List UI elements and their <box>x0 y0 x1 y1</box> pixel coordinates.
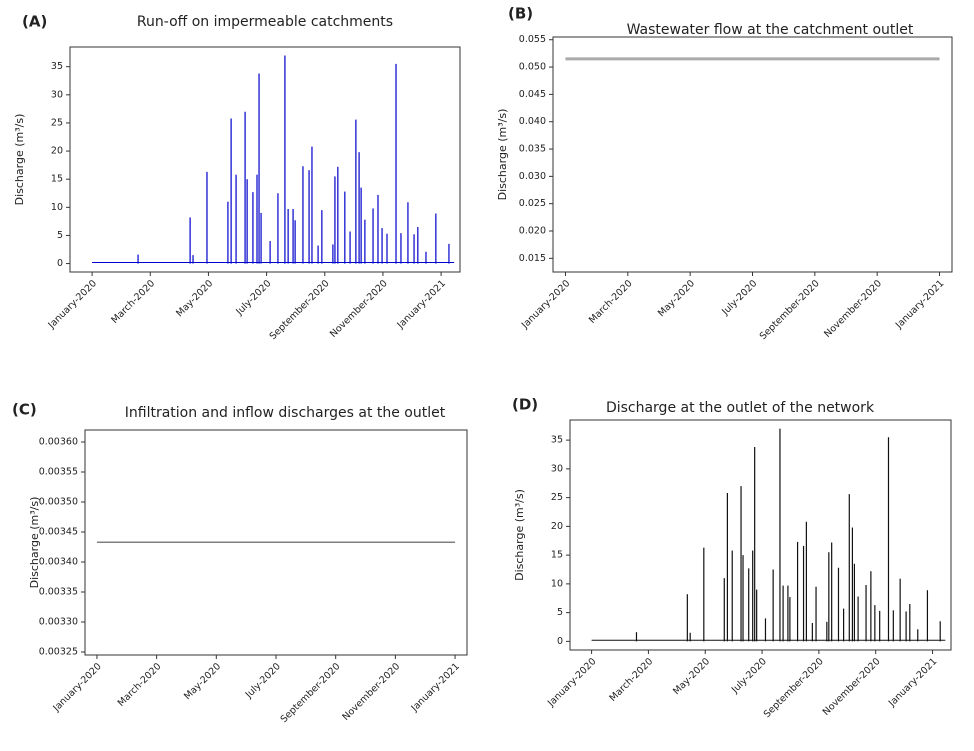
y-tick-label: 0.050 <box>519 62 546 73</box>
x-tick-label: January-2020 <box>46 278 99 331</box>
y-tick-label: 15 <box>51 174 63 185</box>
x-tick-label: May-2020 <box>182 661 223 702</box>
x-tick-label: September-2020 <box>279 661 343 725</box>
y-tick-label: 20 <box>51 146 63 157</box>
panel-label: (D) <box>512 396 538 414</box>
y-tick-label: 0.030 <box>519 171 546 182</box>
x-tick-label: March-2020 <box>587 278 635 326</box>
x-tick-label: July-2020 <box>234 278 274 318</box>
y-tick-label: 0.00325 <box>39 647 78 658</box>
y-tick-label: 35 <box>551 435 563 446</box>
plot-frame <box>552 36 953 273</box>
chart-title: Wastewater flow at the catchment outlet <box>627 22 914 38</box>
y-tick-label: 0.00345 <box>39 527 78 538</box>
x-tick-label: September-2020 <box>758 278 822 342</box>
y-tick-label: 20 <box>551 521 563 532</box>
x-tick-label: November-2020 <box>822 278 884 340</box>
y-tick-label: 0 <box>57 258 63 269</box>
panel-label: (C) <box>12 401 37 419</box>
y-tick-label: 0.015 <box>519 253 546 264</box>
y-tick-label: 0.055 <box>519 34 546 45</box>
y-tick-label: 0.00335 <box>39 587 78 598</box>
x-tick-label: May-2020 <box>174 278 215 319</box>
x-tick-label: November-2020 <box>340 661 402 723</box>
y-tick-label: 25 <box>551 492 563 503</box>
x-tick-label: November-2020 <box>328 278 390 340</box>
y-tick-label: 25 <box>51 117 63 128</box>
y-tick-label: 0.00340 <box>39 557 78 568</box>
y-tick-label: 0.00360 <box>39 437 78 448</box>
y-axis-label: Discharge (m³/s) <box>28 497 41 589</box>
x-tick-label: September-2020 <box>268 278 332 342</box>
y-tick-label: 0.040 <box>519 116 546 127</box>
y-tick-label: 10 <box>51 202 63 213</box>
panel-label: (A) <box>22 13 47 31</box>
plot-frame <box>69 46 461 273</box>
x-tick-label: March-2020 <box>109 278 157 326</box>
x-tick-label: July-2020 <box>719 278 759 318</box>
panel-label: (B) <box>508 5 533 23</box>
x-tick-label: March-2020 <box>116 661 164 709</box>
chart-title: Infiltration and inflow discharges at th… <box>125 405 446 421</box>
y-tick-label: 0.00350 <box>39 497 78 508</box>
x-tick-label: January-2021 <box>893 278 946 331</box>
x-tick-label: November-2020 <box>821 656 883 718</box>
y-tick-label: 35 <box>51 61 63 72</box>
x-tick-label: March-2020 <box>608 656 656 704</box>
y-tick-label: 0.035 <box>519 144 546 155</box>
y-axis-label: Discharge (m³/s) <box>13 114 26 206</box>
y-tick-label: 0 <box>557 636 563 647</box>
x-tick-label: September-2020 <box>762 656 826 720</box>
y-tick-label: 10 <box>551 578 563 589</box>
x-tick-label: May-2020 <box>671 656 712 697</box>
y-tick-label: 0.025 <box>519 198 546 209</box>
chart-title: Discharge at the outlet of the network <box>606 400 875 416</box>
y-tick-label: 0.00355 <box>39 467 78 478</box>
chart-title: Run-off on impermeable catchments <box>137 14 393 30</box>
y-axis-label: Discharge (m³/s) <box>496 109 509 201</box>
y-tick-label: 0.045 <box>519 89 546 100</box>
y-tick-label: 0.020 <box>519 226 546 237</box>
y-tick-label: 5 <box>557 607 563 618</box>
plot-frame <box>569 419 952 651</box>
x-tick-label: January-2021 <box>886 656 939 709</box>
y-axis-label: Discharge (m³/s) <box>513 489 526 581</box>
y-tick-label: 0.00330 <box>39 617 78 628</box>
x-tick-label: January-2021 <box>409 661 462 714</box>
x-tick-label: January-2020 <box>545 656 598 709</box>
y-tick-label: 30 <box>51 89 63 100</box>
x-tick-label: January-2021 <box>395 278 448 331</box>
x-tick-label: May-2020 <box>656 278 697 319</box>
y-tick-label: 30 <box>551 463 563 474</box>
x-tick-label: July-2020 <box>729 656 769 696</box>
y-tick-label: 5 <box>57 230 63 241</box>
x-tick-label: January-2020 <box>50 661 103 714</box>
x-tick-label: July-2020 <box>243 661 283 701</box>
x-tick-label: January-2020 <box>519 278 572 331</box>
y-tick-label: 15 <box>551 550 563 561</box>
plot-frame <box>84 429 468 656</box>
